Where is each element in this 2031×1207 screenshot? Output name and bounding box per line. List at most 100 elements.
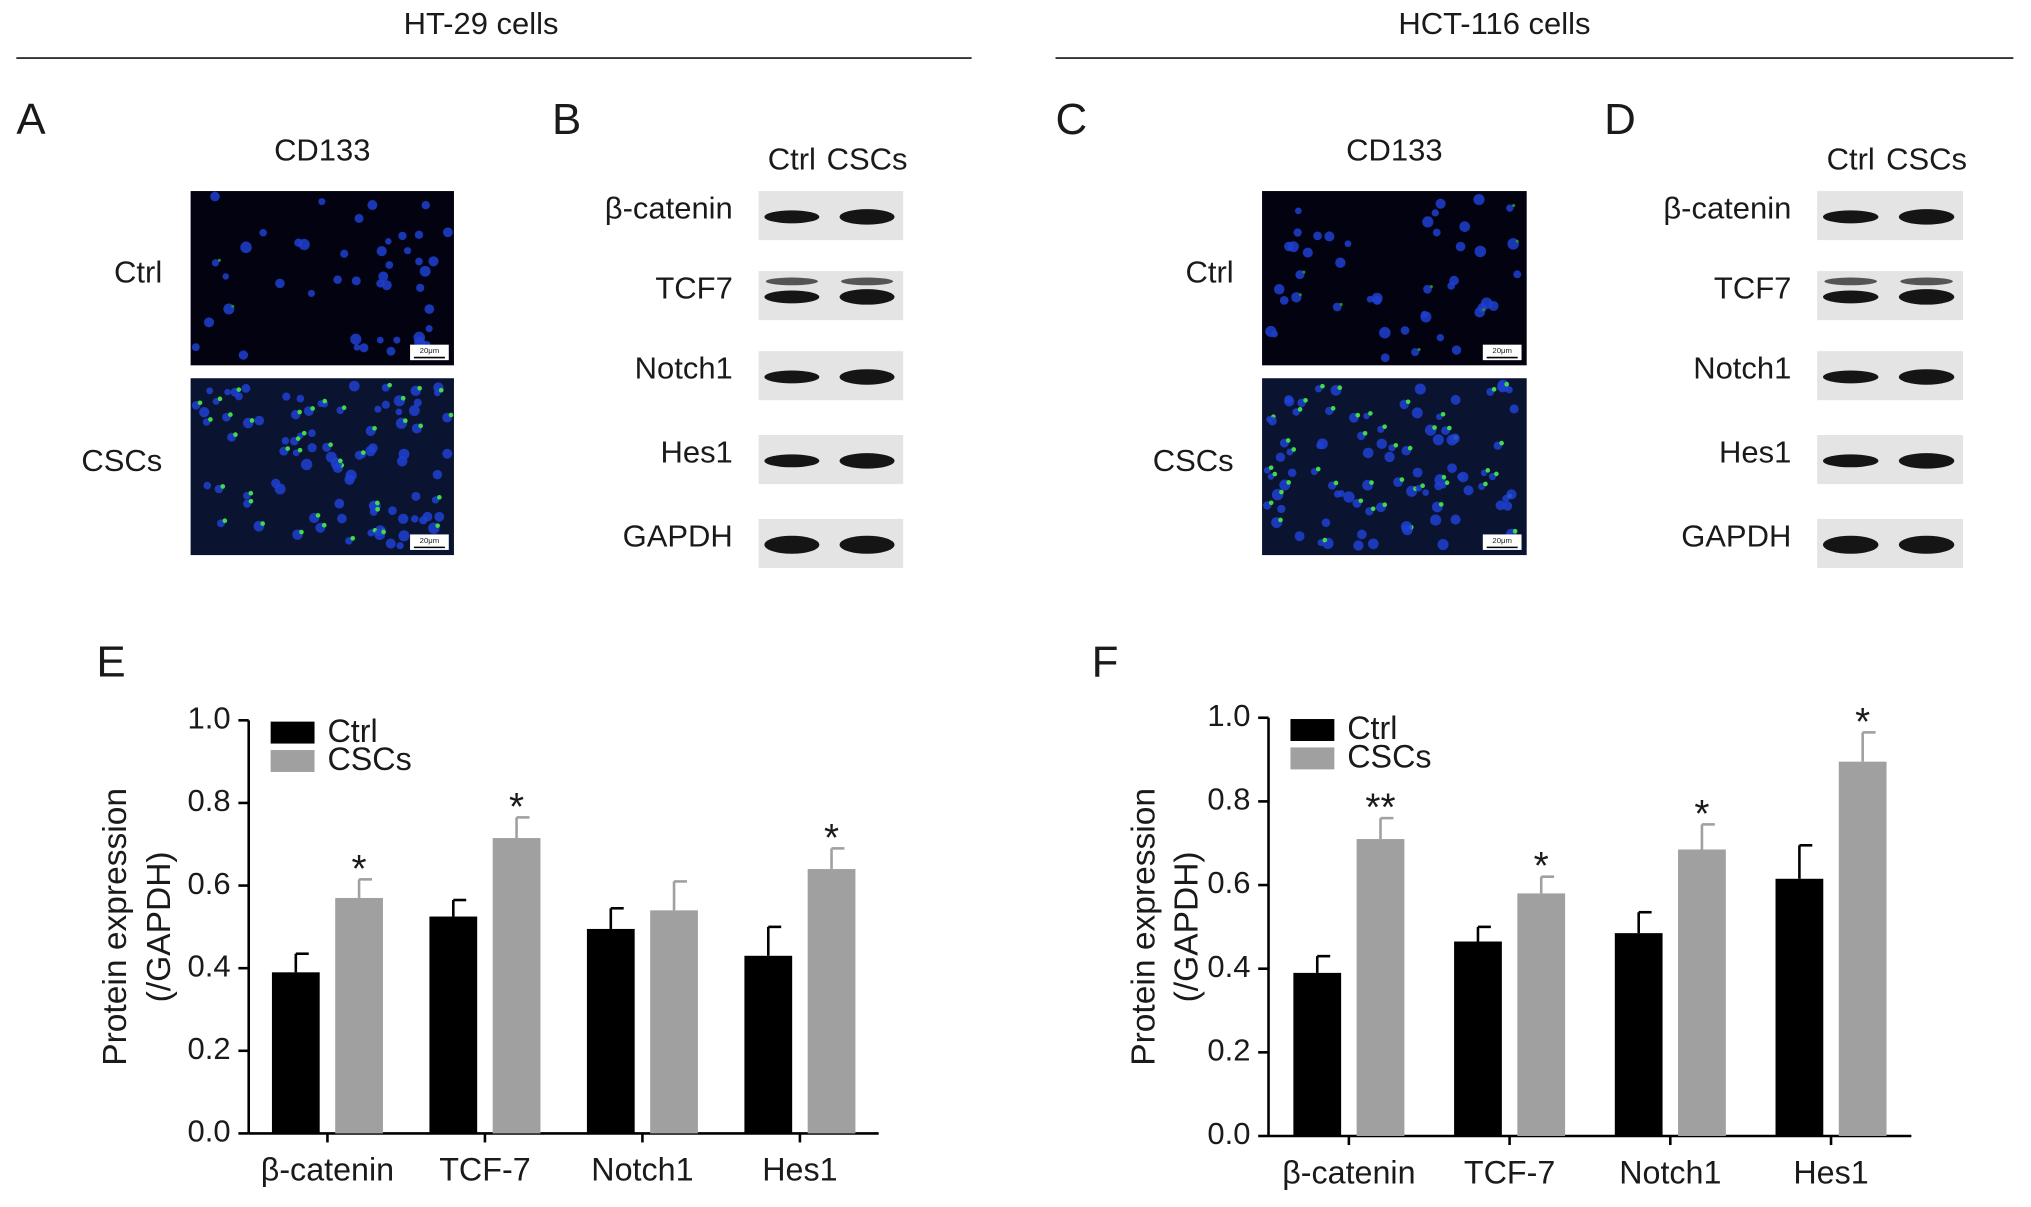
significance: * [1534, 845, 1549, 888]
nucleus [1371, 292, 1383, 304]
cd133-signal [1369, 480, 1374, 485]
scale-box [410, 344, 449, 361]
nucleus [396, 455, 408, 467]
column-label: Ctrl [1827, 142, 1875, 177]
cd133-signal [1358, 498, 1364, 504]
row-label: TCF7 [1714, 271, 1791, 306]
column-label: Ctrl [768, 142, 816, 177]
cd133-signal [1441, 474, 1447, 480]
nucleus [1430, 514, 1442, 526]
blot-band [1824, 277, 1877, 286]
row-label: β-catenin [1663, 191, 1791, 226]
cd133-signal [1399, 477, 1405, 482]
nucleus [1423, 284, 1432, 294]
nucleus [294, 238, 303, 247]
nucleus [1411, 348, 1420, 357]
bar [335, 897, 383, 1134]
cd133-signal [208, 417, 213, 422]
cd133-signal [1494, 471, 1499, 477]
nucleus [1422, 489, 1429, 496]
nucleus [1400, 326, 1410, 335]
blot-band [764, 535, 820, 554]
nucleus [1362, 447, 1374, 459]
cd133-signal [248, 490, 254, 496]
nucleus [259, 228, 267, 237]
nucleus [1474, 245, 1487, 258]
row-label: CSCs [1153, 443, 1234, 478]
scale-box [1482, 534, 1522, 550]
nucleus [1451, 345, 1462, 355]
nucleus [1313, 231, 1322, 241]
cd133-signal [1355, 412, 1361, 418]
cd133-signal [1438, 502, 1444, 507]
cd133-signal [233, 432, 238, 437]
cd133-signal [220, 484, 226, 489]
micrograph [1262, 191, 1527, 366]
bar [1775, 878, 1824, 1136]
cd133-signal [387, 382, 392, 388]
nucleus [1366, 295, 1374, 303]
nucleus [442, 227, 453, 238]
nucleus [351, 276, 361, 286]
cd133-signal [417, 385, 422, 391]
y-tick-label: 0.6 [188, 866, 231, 901]
nucleus [367, 200, 378, 211]
scale-bar-label: 20μm [1492, 346, 1512, 355]
nucleus [381, 280, 392, 291]
panel-letter: D [1604, 95, 1636, 144]
nucleus [398, 530, 410, 542]
cd133-signal [1432, 425, 1437, 430]
cd133-signal [1268, 465, 1274, 471]
blot-band [839, 209, 895, 225]
nucleus [432, 469, 443, 480]
bar [1838, 761, 1887, 1136]
row-label: Hes1 [660, 435, 732, 470]
y-tick-label: 0.6 [1207, 865, 1250, 900]
nucleus [1376, 438, 1387, 450]
cd133-signal [438, 387, 444, 393]
nucleus [203, 317, 215, 328]
blot-band [1900, 277, 1953, 286]
bar [492, 838, 541, 1134]
panel-title: CD133 [1346, 133, 1442, 168]
x-tick-label: Notch1 [591, 1152, 693, 1188]
bar [1356, 839, 1405, 1136]
cd133-signal [1315, 466, 1321, 472]
cd133-signal [1393, 442, 1399, 448]
nucleus [1422, 216, 1434, 228]
scale-box [410, 534, 449, 550]
nucleus [1437, 539, 1449, 551]
cd133-signal [1268, 500, 1274, 506]
nucleus [1463, 485, 1474, 496]
cd133-signal [248, 498, 254, 504]
nucleus [1431, 209, 1439, 217]
nucleus [410, 515, 419, 523]
cd133-signal [437, 495, 442, 500]
nucleus [385, 238, 392, 245]
nucleus [385, 261, 394, 269]
cd133-signal [418, 423, 424, 429]
nucleus [408, 405, 420, 416]
nucleus [210, 191, 220, 202]
nucleus [1267, 473, 1275, 480]
nucleus [348, 380, 360, 392]
nucleus [1287, 468, 1297, 478]
nucleus [203, 481, 212, 490]
nucleus [1459, 221, 1471, 232]
blot-band [1898, 453, 1955, 469]
nucleus [1332, 302, 1342, 312]
nucleus [254, 415, 265, 426]
micrograph [1262, 378, 1527, 556]
nucleus [1379, 326, 1391, 339]
cd133-signal [1286, 480, 1291, 485]
blot-band [839, 369, 895, 385]
cd133-signal [372, 426, 377, 431]
cd133-signal [1482, 308, 1486, 312]
bar [586, 928, 635, 1134]
blot-band [1898, 369, 1955, 385]
nucleus [1473, 193, 1485, 206]
bar [1614, 933, 1663, 1136]
nucleus [1284, 395, 1293, 404]
nucleus [1302, 247, 1313, 258]
